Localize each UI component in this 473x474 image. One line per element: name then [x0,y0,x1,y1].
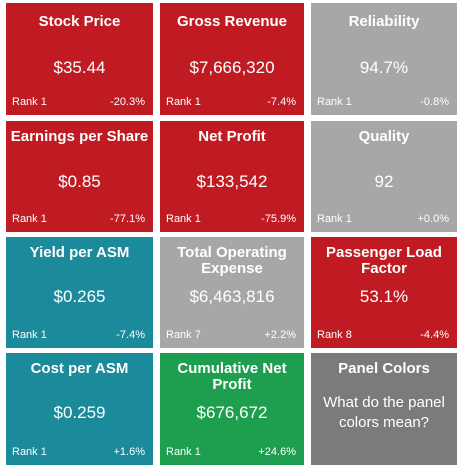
tile-rank: Rank 8 [317,329,352,341]
tile-change: -0.8% [420,96,449,108]
tile-rank: Rank 1 [317,96,352,108]
panel-colors-question[interactable]: What do the panel colors mean? [323,394,445,431]
tile-title: Passenger Load Factor [326,244,442,277]
tile-yield-per-asm[interactable]: Yield per ASM $0.265 Rank 1 -7.4% [6,237,153,348]
tile-change: -7.4% [267,96,296,108]
tile-rank: Rank 1 [166,446,201,458]
tile-title: Gross Revenue [176,13,288,30]
tile-rank: Rank 1 [12,213,47,225]
panel-colors-info-tile[interactable]: Panel Colors What do the panel colors me… [311,353,457,465]
tile-title: Panel Colors [338,360,430,377]
tile-value: 94.7% [359,58,409,77]
tile-rank: Rank 1 [166,96,201,108]
tile-change: -77.1% [110,213,145,225]
tile-change: -75.9% [261,213,296,225]
tile-value: $0.85 [58,172,101,191]
tile-value: 92 [374,172,394,191]
tile-change: +2.2% [264,329,297,341]
tile-change: +24.6% [258,446,296,458]
tile-passenger-load-factor[interactable]: Passenger Load Factor 53.1% Rank 8 -4.4% [311,237,457,348]
tile-rank: Rank 1 [166,213,201,225]
tile-value: $676,672 [196,403,268,422]
tile-value: $133,542 [196,172,268,191]
tile-cost-per-asm[interactable]: Cost per ASM $0.259 Rank 1 +1.6% [6,353,153,465]
tile-value: 53.1% [359,287,409,306]
tile-net-profit[interactable]: Net Profit $133,542 Rank 1 -75.9% [160,121,304,232]
tile-rank: Rank 7 [166,329,201,341]
tile-title: Reliability [348,13,420,30]
tile-rank: Rank 1 [12,446,47,458]
tile-title: Total Operating Expense [177,244,287,277]
tile-title: Yield per ASM [29,244,130,261]
tile-change: -7.4% [116,329,145,341]
tile-stock-price[interactable]: Stock Price $35.44 Rank 1 -20.3% [6,3,153,115]
tile-value: $0.259 [53,403,106,422]
tile-title: Quality [358,128,410,145]
tile-title: Stock Price [38,13,121,30]
tile-title: Earnings per Share [10,128,149,145]
tile-earnings-per-share[interactable]: Earnings per Share $0.85 Rank 1 -77.1% [6,121,153,232]
tile-value: $35.44 [53,58,106,77]
tile-title: Cumulative Net Profit [177,360,287,393]
tile-change: +0.0% [417,213,450,225]
tile-value: $6,463,816 [189,287,275,306]
tile-title: Cost per ASM [30,360,129,377]
tile-total-operating-expense[interactable]: Total Operating Expense $6,463,816 Rank … [160,237,304,348]
tile-rank: Rank 1 [12,96,47,108]
tile-quality[interactable]: Quality 92 Rank 1 +0.0% [311,121,457,232]
tile-value: $0.265 [53,287,106,306]
tile-reliability[interactable]: Reliability 94.7% Rank 1 -0.8% [311,3,457,115]
tile-rank: Rank 1 [317,213,352,225]
tile-change: -20.3% [110,96,145,108]
tile-change: -4.4% [420,329,449,341]
tile-rank: Rank 1 [12,329,47,341]
tile-change: +1.6% [113,446,146,458]
tile-gross-revenue[interactable]: Gross Revenue $7,666,320 Rank 1 -7.4% [160,3,304,115]
tile-value: $7,666,320 [189,58,275,77]
tile-title: Net Profit [198,128,266,145]
tile-cumulative-net-profit[interactable]: Cumulative Net Profit $676,672 Rank 1 +2… [160,353,304,465]
